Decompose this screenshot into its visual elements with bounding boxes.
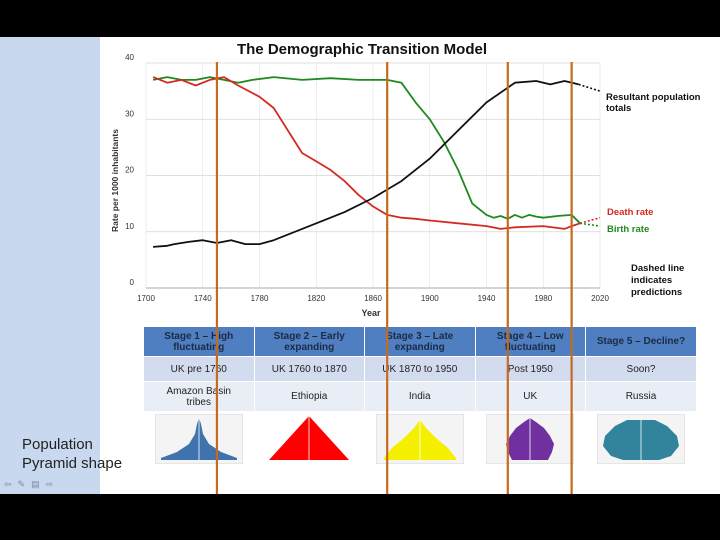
stage-header: Stage 2 – Early expanding: [253, 326, 365, 357]
slideshow-controls[interactable]: ⇦✎▤⇨: [4, 479, 59, 490]
stage-header: Stage 1 – High fluctuating: [143, 326, 255, 357]
forward-arrow-icon[interactable]: ⇨: [45, 479, 60, 489]
pyramid-cell: [585, 411, 697, 469]
table-row: UK pre 1760 UK 1760 to 1870 UK 1870 to 1…: [143, 356, 697, 382]
demographic-chart: The Demographic Transition Model 0 10 20 30…: [110, 41, 701, 318]
x-tick-label: 1740: [194, 294, 212, 303]
stages-table: Stage 1 – High fluctuating Stage 2 – Earl…: [143, 326, 697, 469]
example-line: Amazon Basin: [166, 385, 231, 397]
y-tick-label: 30: [125, 109, 134, 118]
stage-header-line: Stage 2 – Early: [273, 330, 345, 342]
x-tick-label: 1980: [534, 294, 552, 303]
x-tick-label: 1820: [307, 294, 325, 303]
birth-rate-annotation: Birth rate: [607, 224, 649, 235]
pyramid-image-stage5: [596, 413, 686, 464]
dashed-annotation-line1: Dashed line: [631, 263, 684, 274]
pyramid-label-line: Pyramid shape: [22, 455, 123, 472]
stage-header-line: Stage 5 – Decline?: [596, 336, 686, 347]
x-tick-label: 1700: [137, 294, 155, 303]
table-row: [143, 411, 697, 469]
stage-header: Stage 5 – Decline?: [585, 326, 697, 357]
stage-header-line: fluctuating: [173, 341, 225, 353]
prediction-line-resultant-population-totals: [578, 83, 601, 92]
stage-header-line: Stage 4 – Low: [496, 330, 564, 342]
population-annotation-line2: totals: [606, 103, 631, 114]
y-tick-label: 0: [130, 278, 135, 287]
dashed-annotation-line2: indicates: [631, 275, 672, 286]
pyramid-shape-label: Population Pyramid shape: [22, 435, 122, 473]
stage-header-line: Stage 1 – High: [164, 330, 234, 342]
pyramid-image-stage4: [486, 413, 575, 464]
pyramid-image-stage2: [269, 415, 350, 460]
dashed-annotation-line3: predictions: [631, 287, 682, 298]
stage-header-line: expanding: [284, 341, 335, 353]
period-cell: Post 1950: [474, 356, 586, 382]
example-line: tribes: [186, 396, 211, 408]
back-arrow-icon[interactable]: ⇦: [4, 479, 18, 489]
x-tick-label: 1940: [478, 294, 496, 303]
y-tick-label: 20: [125, 166, 134, 175]
pyramid-image-stage3: [375, 413, 464, 464]
x-axis-label: Year: [361, 308, 381, 318]
pyramid-label-line: Population: [22, 436, 93, 453]
stage-header-line: expanding: [394, 341, 445, 353]
table-row: Amazon Basin tribes Ethiopia India UK Rus…: [143, 381, 697, 412]
stage-header: Stage 4 – Low fluctuating: [474, 326, 586, 357]
x-tick-label: 1900: [421, 294, 439, 303]
stage-header-line: fluctuating: [504, 341, 556, 353]
period-cell: UK 1760 to 1870: [253, 356, 365, 382]
x-tick-label: 1780: [251, 294, 269, 303]
series-line-resultant-population-totals: [153, 80, 579, 248]
pen-icon[interactable]: ✎: [17, 479, 32, 489]
pyramid-cell: [364, 411, 476, 469]
example-cell: Ethiopia: [253, 381, 365, 412]
y-tick-label: 10: [125, 222, 134, 231]
period-cell: UK pre 1760: [143, 356, 255, 382]
stage-header: Stage 3 – Late expanding: [364, 326, 476, 357]
pyramid-cell: [474, 411, 586, 469]
series-line-death-rate: [152, 76, 581, 230]
pyramid-cell: [143, 411, 255, 469]
prediction-line-death-rate: [579, 216, 601, 225]
example-cell: India: [364, 381, 476, 412]
period-cell: UK 1870 to 1950: [364, 356, 476, 382]
example-cell: Russia: [585, 381, 697, 412]
prediction-line-birth-rate: [579, 222, 601, 227]
table-header-row: Stage 1 – High fluctuating Stage 2 – Earl…: [143, 326, 697, 357]
x-tick-label: 1860: [364, 294, 382, 303]
x-tick-label: 2020: [591, 294, 609, 303]
y-tick-label: 40: [125, 53, 134, 62]
population-annotation-line1: Resultant population: [606, 92, 701, 103]
period-cell: Soon?: [585, 356, 697, 382]
example-cell: Amazon Basin tribes: [143, 381, 255, 412]
pyramid-cell: [253, 411, 365, 469]
y-axis-label: Rate per 1000 inhabitants: [110, 129, 120, 232]
menu-icon[interactable]: ▤: [31, 479, 46, 489]
series-line-birth-rate: [152, 76, 581, 224]
example-cell: UK: [474, 381, 586, 412]
pyramid-image-stage1: [154, 413, 243, 464]
stage-header-line: Stage 3 – Late: [386, 330, 454, 342]
chart-title: The Demographic Transition Model: [237, 41, 487, 58]
death-rate-annotation: Death rate: [607, 207, 653, 218]
